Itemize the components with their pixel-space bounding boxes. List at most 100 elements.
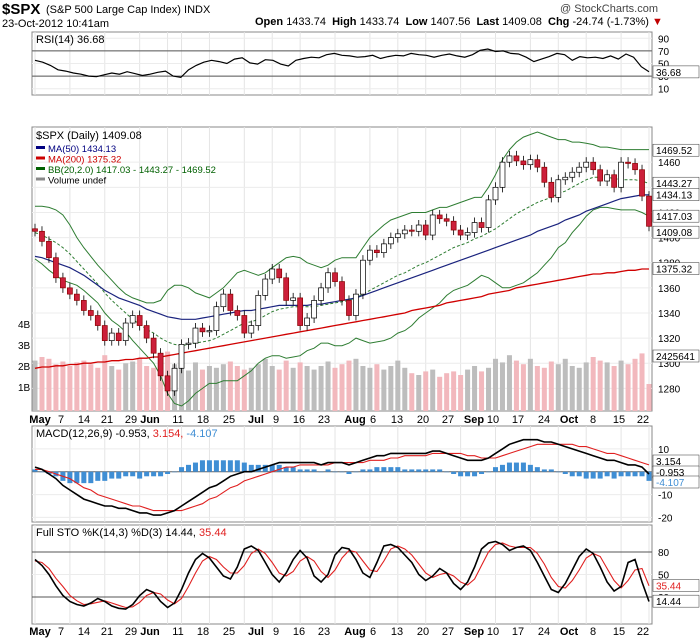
macd-ytick: -10 [658,491,673,502]
volume-bar [60,361,66,411]
price-xtick: Sep [464,414,484,426]
macd-histogram-bar [541,469,547,472]
sto-xtick: 29 [125,626,137,638]
sto-xtick: 9 [273,626,279,638]
candle-body [39,230,45,242]
macd-histogram-bar [534,467,540,472]
candle-body [534,159,541,168]
volume-bar [367,367,373,411]
candle-body [457,229,464,236]
macd-histogram-bar [346,471,352,474]
volume-bar [32,360,38,411]
candle-body [646,195,652,227]
price-xtick: Jul [248,414,264,426]
sto-d-line [34,542,650,609]
macd-histogram-bar [227,460,233,472]
volume-bar [158,357,164,411]
macd-histogram-bar [562,471,568,474]
volume-bar [472,366,478,411]
candle-body [80,300,87,311]
last-label: Last [476,16,500,28]
candle-body [408,229,415,232]
macd-histogram-bar [269,464,275,472]
macd-histogram-bar [297,469,303,472]
sto-xtick: 22 [637,626,649,638]
macd-value-tag: -0.953 [652,465,700,479]
macd-histogram-bar [423,469,429,472]
candle-body [164,375,171,392]
brand-label: @ StockCharts.com [560,3,658,15]
macd-histogram-bar [151,471,157,477]
candle-body [401,229,408,235]
sto-xtick: 24 [538,626,550,638]
candle-body [185,342,192,345]
candle-body [576,166,583,173]
volume-bar [576,367,582,411]
volume-bar [590,357,596,411]
macd-histogram-bar [353,471,359,473]
volume-bar [116,369,122,411]
macd-histogram-bar [590,471,596,479]
macd-histogram-bar [158,471,164,477]
macd-histogram-bar [604,471,610,477]
candle-body [597,169,604,182]
macd-line [34,438,650,516]
macd-histogram-bar [46,471,52,474]
candle-body [506,155,513,163]
candle-body [562,176,569,181]
macd-histogram-bar [437,469,443,472]
sto-xtick: Oct [560,626,579,638]
sto-value-tag-box [652,594,700,608]
candle-body [304,317,310,326]
price-value-tag: 1434.13 [652,188,700,202]
macd-histogram-bar [451,471,457,474]
candle-body [478,222,485,228]
volume-bar [632,358,638,411]
candle-body [346,300,352,316]
candle-body [415,224,422,232]
candle-body [227,293,234,311]
price-xtick: 14 [78,414,90,426]
sto-xtick: 18 [197,626,209,638]
price-value-tag-box [652,188,700,201]
candle-body [283,277,290,301]
sto-xtick: 20 [417,626,429,638]
candle-body [297,297,303,326]
macd-histogram-bar [248,464,254,472]
candle-body [485,199,492,228]
candle-body [471,222,478,233]
candle-body [94,315,101,326]
macd-histogram-bar [262,464,268,472]
volume-bar [492,358,499,411]
candle-body [213,306,220,331]
volume-bar [625,364,631,411]
ma200-line [34,268,649,369]
legend-swatch [36,156,45,160]
macd-histogram-bar [499,464,505,472]
candle-body [129,315,136,324]
macd-histogram-bar [283,467,289,472]
volume-bar [555,364,561,411]
price-value-tag: 2425641 [652,349,700,363]
volume-bar [220,364,226,411]
macd-histogram-bar [506,462,512,472]
price-xtick: 7 [58,414,64,426]
price-title: $SPX (Daily) 1409.08 [36,130,142,142]
volume-bar [597,360,603,411]
candle-body [220,293,227,308]
macd-histogram-bar [241,462,247,472]
price-value-tag: 1375.32 [652,262,700,276]
volume-bar [109,366,115,411]
price-xtick: 15 [613,414,625,426]
price-xtick: 25 [223,414,235,426]
price-xtick: 13 [391,414,403,426]
candle-body [269,268,276,280]
sto-xtick: 8 [590,626,596,638]
volume-bar [353,358,359,411]
price-value-tag-label: 1434.13 [656,191,693,202]
candle-body [101,325,108,341]
candle-body [422,224,429,236]
price-value-tag-label: 1375.32 [656,265,693,276]
macd-ytick: 10 [658,445,670,456]
